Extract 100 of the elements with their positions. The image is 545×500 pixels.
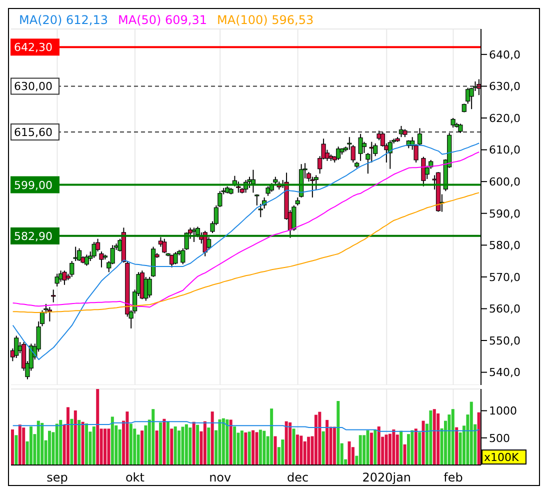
bar <box>436 413 440 465</box>
bar <box>470 402 473 465</box>
text: MA(50) 609,31 <box>118 13 207 27</box>
bar <box>222 418 225 465</box>
ref-line-label: 615,60 <box>14 126 52 139</box>
y-tick-label: 620,0 <box>489 112 520 125</box>
bar <box>300 436 303 465</box>
x-tick-label: sep <box>46 470 68 485</box>
x-tick-label: nov <box>209 470 232 485</box>
text: MA(20) 612,13 <box>19 13 108 27</box>
bar <box>129 424 132 465</box>
bar <box>262 430 266 465</box>
bar <box>174 426 177 465</box>
bar <box>40 422 44 465</box>
bar <box>403 444 406 465</box>
bar <box>159 422 162 465</box>
bar <box>218 419 222 465</box>
bar <box>366 430 370 465</box>
bar <box>104 428 107 465</box>
bar <box>140 430 144 465</box>
y-axis-title: x100K <box>484 451 520 464</box>
candlestick <box>47 306 52 322</box>
bar <box>66 407 70 465</box>
candlestick <box>236 181 241 194</box>
bar <box>70 418 74 465</box>
bar <box>181 426 184 465</box>
bar <box>270 408 274 465</box>
y-tick-label: 540,0 <box>489 366 520 380</box>
bar <box>406 434 410 465</box>
bar <box>292 428 296 465</box>
bar <box>255 432 258 465</box>
bar <box>422 420 425 465</box>
candlestick <box>388 140 392 170</box>
y-tick-label: 600,0 <box>489 175 520 188</box>
bar <box>252 430 255 465</box>
y-tick-label: 560,0 <box>489 302 520 316</box>
candlestick <box>192 227 196 242</box>
x-tick-label: dec <box>287 470 309 485</box>
bar <box>18 424 22 465</box>
candlestick <box>14 335 19 358</box>
bar <box>96 389 100 465</box>
bar <box>414 428 418 465</box>
candlestick <box>62 270 67 286</box>
bar <box>48 430 52 465</box>
bar <box>418 432 422 465</box>
bar <box>92 426 96 465</box>
bar <box>107 428 110 465</box>
text: MA(100) 596,53 <box>217 13 314 27</box>
bar <box>55 424 58 465</box>
candlestick <box>421 156 426 187</box>
bar <box>455 427 458 465</box>
bar <box>226 419 229 465</box>
bar <box>336 400 340 465</box>
candlestick <box>162 238 167 254</box>
bar <box>244 432 248 465</box>
candlestick <box>51 289 56 303</box>
candlestick <box>250 169 256 194</box>
ref-line-label: 599,00 <box>14 178 52 192</box>
ref-line-label: 582,90 <box>14 230 52 243</box>
bar <box>274 436 277 465</box>
y-tick-label: 610,0 <box>489 144 520 157</box>
bar <box>432 409 436 465</box>
bar <box>374 430 377 465</box>
bar <box>477 412 480 465</box>
bar <box>59 420 62 465</box>
bar <box>296 434 299 465</box>
bar <box>332 426 336 465</box>
bar <box>11 429 14 465</box>
bar <box>288 422 292 465</box>
x-tick-label: okt <box>125 470 145 485</box>
candlestick <box>450 118 456 128</box>
bar <box>326 420 329 465</box>
bar <box>410 430 414 465</box>
bar <box>178 430 181 465</box>
bar <box>184 424 188 465</box>
ref-line-label: 630,00 <box>14 80 52 94</box>
candlestick <box>173 252 178 265</box>
ref-line-label: 642,30 <box>14 41 52 54</box>
bar <box>118 429 122 465</box>
bar <box>207 428 210 465</box>
candlestick <box>54 273 60 287</box>
candlestick <box>458 123 463 134</box>
bar <box>451 409 454 465</box>
candlestick <box>310 176 315 198</box>
y-tick-label: 1000 <box>489 404 517 418</box>
candlestick <box>266 186 270 196</box>
y-tick-label: 550,0 <box>489 334 520 348</box>
y-tick-label: 580,0 <box>489 239 520 252</box>
bar <box>36 420 40 465</box>
bar <box>240 430 244 465</box>
x-tick-label: 2020jan <box>362 470 412 485</box>
candlestick <box>84 254 89 266</box>
y-tick-label: 590,0 <box>489 207 520 220</box>
bar <box>210 412 214 465</box>
bar <box>377 426 380 465</box>
bar <box>314 414 318 465</box>
bar <box>162 418 166 465</box>
bar <box>318 412 322 465</box>
candlestick <box>258 203 263 218</box>
bar <box>203 421 206 465</box>
